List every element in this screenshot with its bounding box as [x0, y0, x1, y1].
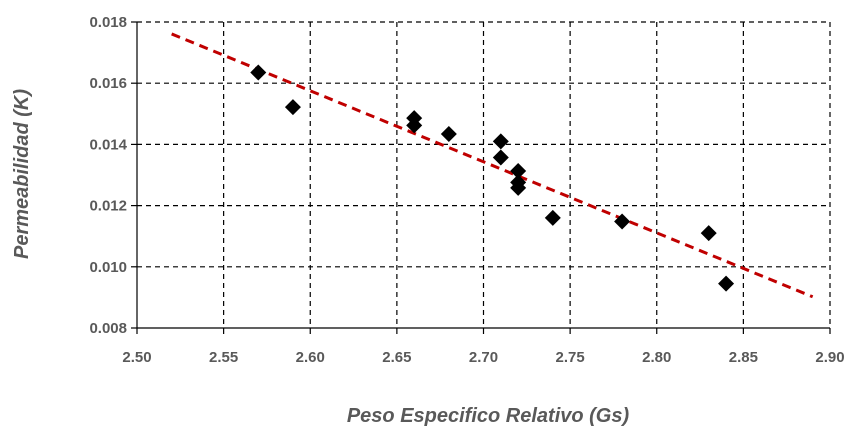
data-point — [440, 125, 457, 142]
data-point — [250, 64, 267, 81]
y-tick-label: 0.014 — [89, 136, 127, 153]
x-tick-label: 2.70 — [469, 349, 498, 366]
x-tick-label: 2.50 — [122, 349, 151, 366]
x-tick-label: 2.65 — [382, 349, 411, 366]
data-point — [718, 275, 735, 292]
x-axis-title: Peso Especifico Relativo (Gs) — [347, 405, 630, 427]
y-tick-label: 0.010 — [89, 259, 127, 276]
x-tick-label: 2.80 — [642, 349, 671, 366]
data-point — [510, 179, 527, 196]
data-points — [250, 64, 735, 292]
x-tick-label: 2.55 — [209, 349, 238, 366]
data-point — [510, 163, 527, 180]
x-tick-label: 2.85 — [729, 349, 758, 366]
x-tick-label: 2.90 — [815, 349, 844, 366]
y-tick-label: 0.016 — [89, 75, 127, 92]
x-tick-label: 2.75 — [556, 349, 585, 366]
y-axis-title: Permeabilidad (K) — [11, 89, 33, 259]
trendline-layer — [171, 32, 814, 299]
data-point — [284, 99, 301, 116]
y-tick-label: 0.008 — [89, 320, 127, 337]
data-point — [492, 149, 509, 166]
axes — [131, 21, 831, 334]
y-tick-label: 0.012 — [89, 198, 127, 215]
x-tick-label: 2.60 — [296, 349, 325, 366]
tick-labels: 2.50 2.55 2.60 2.65 2.70 2.75 2.80 2.85 2.90 0.00… — [89, 14, 844, 366]
data-point — [492, 133, 509, 150]
data-point — [614, 213, 631, 230]
data-point — [544, 209, 561, 226]
trendline — [171, 32, 814, 299]
data-point — [406, 117, 423, 134]
y-tick-label: 0.018 — [89, 14, 127, 31]
data-point — [700, 225, 717, 242]
grid — [137, 21, 831, 328]
